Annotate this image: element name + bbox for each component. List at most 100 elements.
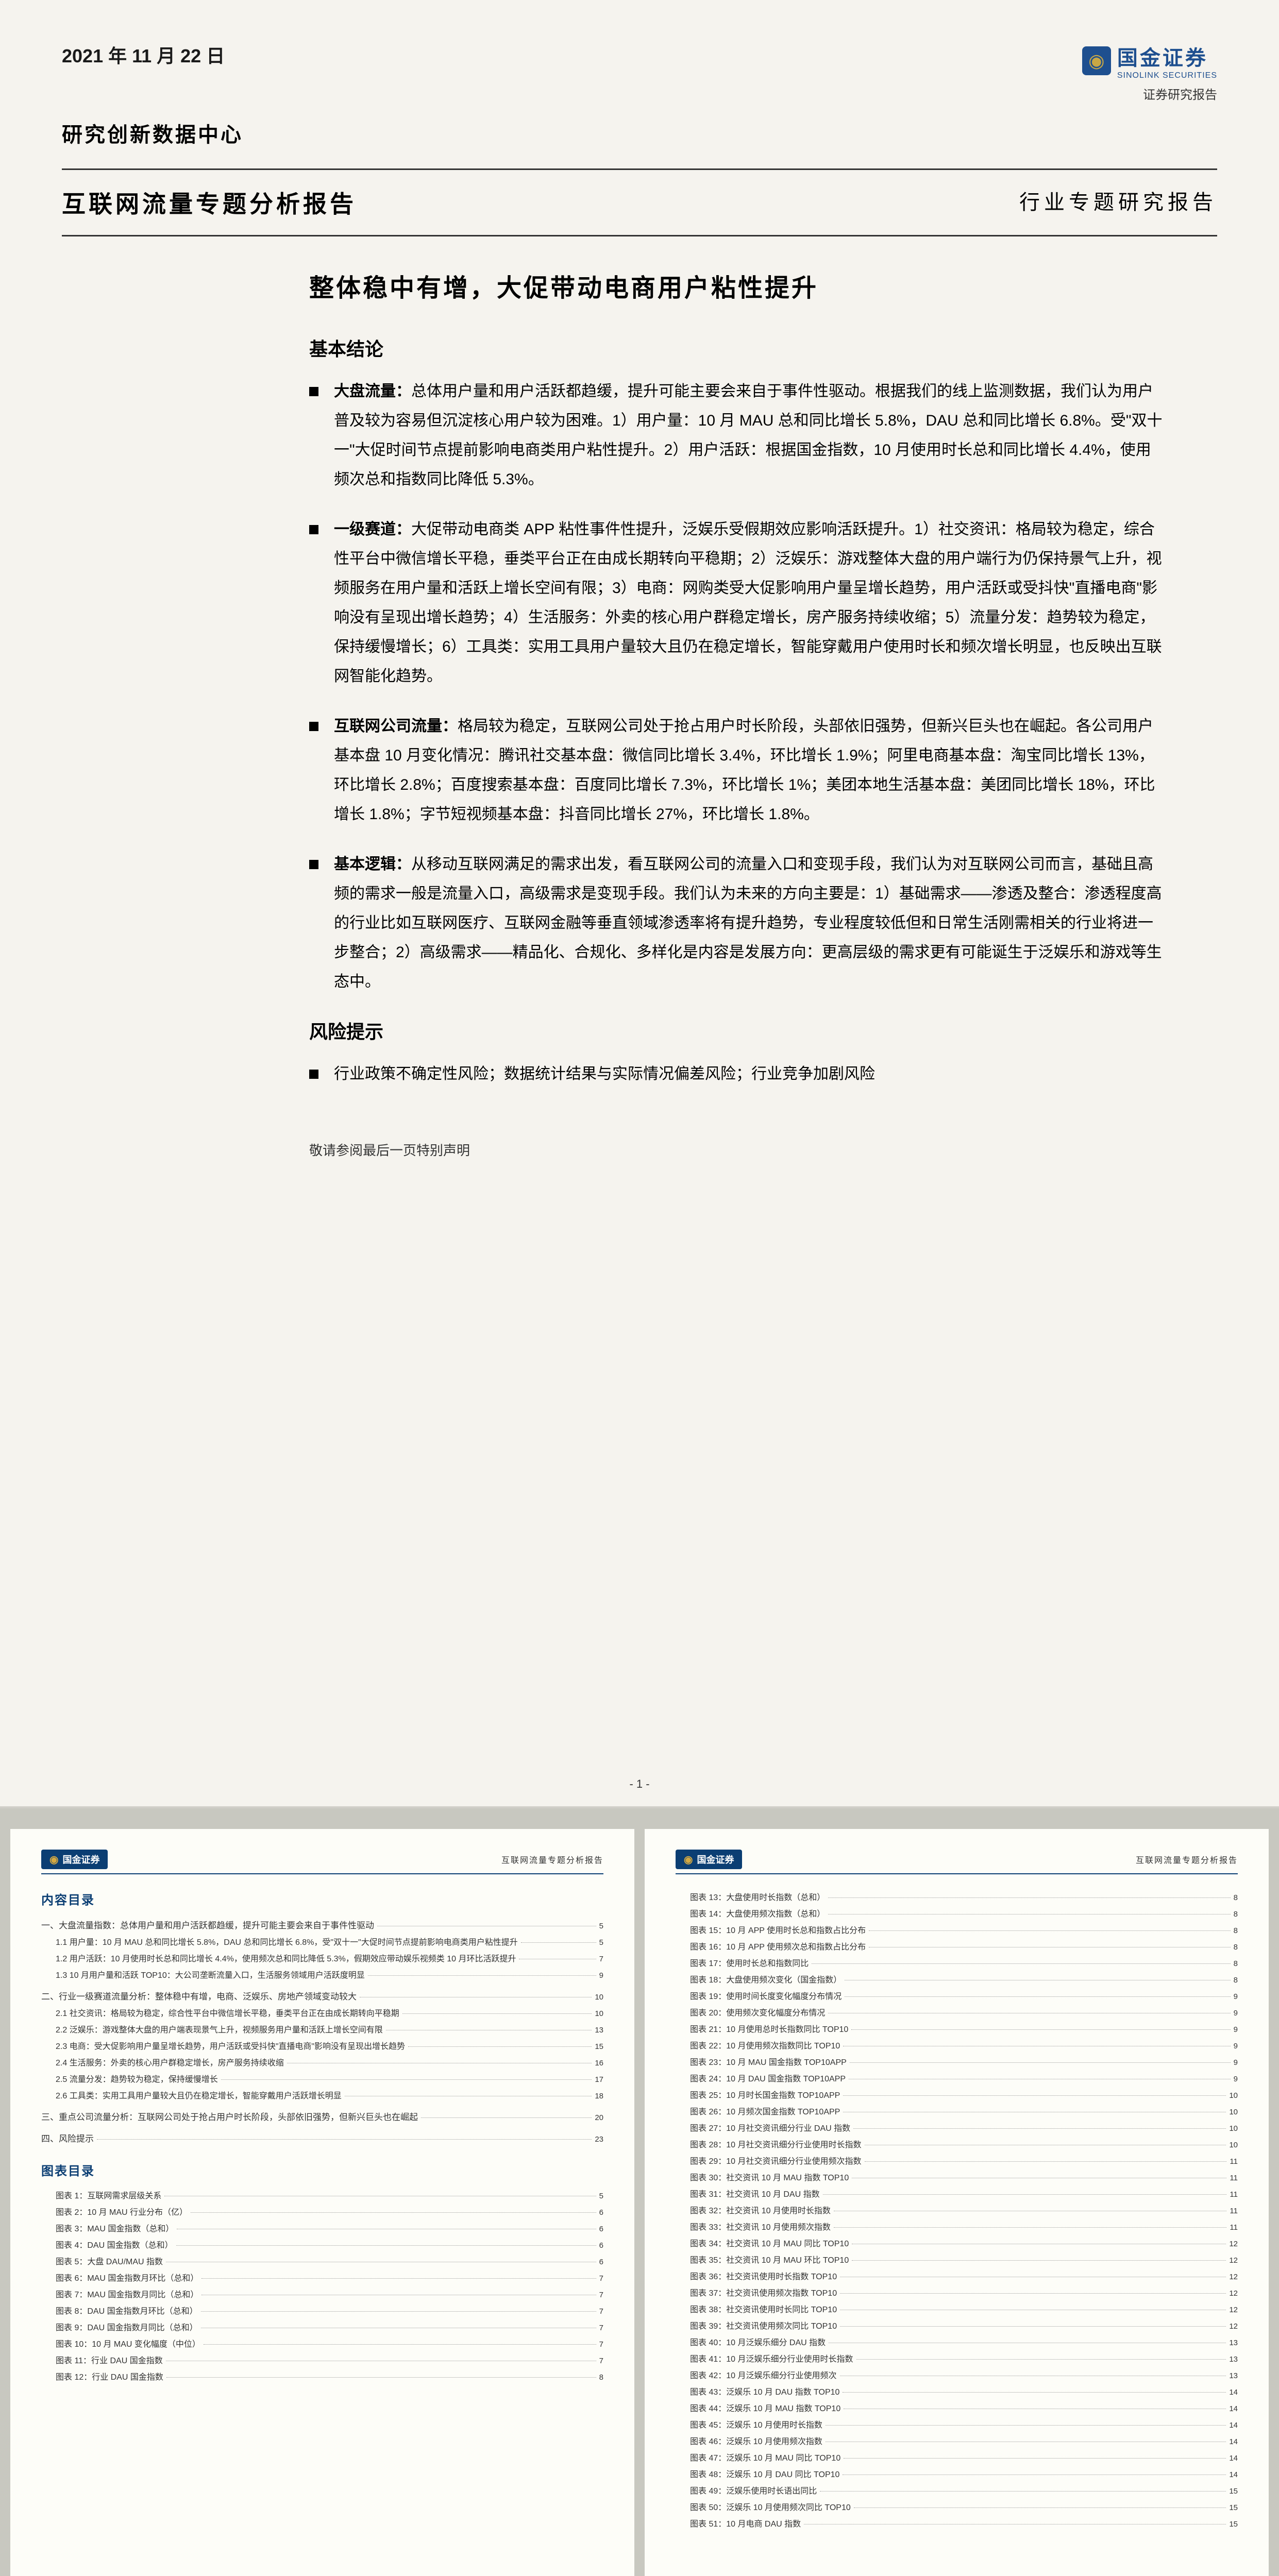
main-content: 整体稳中有增，大促带动电商用户粘性提升 基本结论 大盘流量：总体用户量和用户活跃… (62, 267, 1217, 1159)
fig-text: 图表 7：MAU 国金指数月同比（总和） (56, 2287, 198, 2303)
fig-text: 图表 30：社交资讯 10 月 MAU 指数 TOP10 (690, 2170, 849, 2187)
fig-text: 图表 15：10 月 APP 使用时长总和指数占比分布 (690, 1923, 866, 1939)
fig-text: 图表 13：大盘使用时长指数（总和） (690, 1890, 825, 1906)
bullet-text: 大盘流量：总体用户量和用户活跃都趋缓，提升可能主要会来自于事件性驱动。根据我们的… (334, 377, 1166, 494)
fig-text: 图表 35：社交资讯 10 月 MAU 环比 TOP10 (690, 2252, 849, 2269)
fig-line: 图表 2：10 月 MAU 行业分布（亿）6 (41, 2205, 603, 2221)
fig-line: 图表 42：10 月泛娱乐细分行业使用频次13 (676, 2368, 1238, 2384)
toc-page: 17 (595, 2072, 603, 2088)
fig-page: 11 (1230, 2204, 1238, 2219)
sub-logo: ◉国金证券 (676, 1850, 742, 1869)
fig-text: 图表 18：大盘使用频次变化（国金指数） (690, 1972, 842, 1989)
fig-page: 9 (1234, 2022, 1238, 2038)
fig-text: 图表 17：使用时长总和指数同比 (690, 1956, 809, 1972)
fig-text: 图表 27：10 月社交资讯细分行业 DAU 指数 (690, 2121, 850, 2137)
fig-text: 图表 48：泛娱乐 10 月 DAU 同比 TOP10 (690, 2467, 839, 2483)
toc-text: 三、重点公司流量分析：互联网公司处于抢占用户时长阶段，头部依旧强势，但新兴巨头也… (41, 2109, 418, 2126)
toc-page: 13 (595, 2023, 603, 2038)
fig-line: 图表 21：10 月使用总时长指数同比 TOP10 9 (676, 2022, 1238, 2038)
bullet-item: 大盘流量：总体用户量和用户活跃都趋缓，提升可能主要会来自于事件性驱动。根据我们的… (309, 377, 1166, 494)
fig-page: 12 (1229, 2253, 1238, 2268)
fig-page: 11 (1230, 2154, 1238, 2170)
fig-line: 图表 24：10 月 DAU 国金指数 TOP10APP9 (676, 2071, 1238, 2088)
fig-text: 图表 43：泛娱乐 10 月 DAU 指数 TOP10 (690, 2384, 839, 2401)
fig-text: 图表 23：10 月 MAU 国金指数 TOP10APP (690, 2055, 847, 2071)
fig-page: 12 (1229, 2269, 1238, 2285)
fig-line: 图表 48：泛娱乐 10 月 DAU 同比 TOP1014 (676, 2467, 1238, 2483)
fig-line: 图表 25：10 月时长国金指数 TOP10APP10 (676, 2088, 1238, 2104)
toc-page: 20 (595, 2110, 603, 2126)
bullet-marker-icon (309, 387, 318, 396)
fig-text: 图表 40：10 月泛娱乐细分 DAU 指数 (690, 2335, 826, 2351)
toc-page: 15 (595, 2039, 603, 2055)
fig-line: 图表 33：社交资讯 10 月使用频次指数11 (676, 2219, 1238, 2236)
toc-line: 三、重点公司流量分析：互联网公司处于抢占用户时长阶段，头部依旧强势，但新兴巨头也… (41, 2109, 603, 2126)
logo-icon: ◉ (49, 1853, 58, 1866)
toc-line: 2.1 社交资讯：格局较为稳定，综合性平台中微信增长平稳，垂类平台正在由成长期转… (41, 2006, 603, 2022)
fig-text: 图表 33：社交资讯 10 月使用频次指数 (690, 2219, 831, 2236)
page-1: 2021 年 11 月 22 日 ◉ 国金证券 SINOLINK SECURIT… (0, 0, 1279, 1808)
fig-page: 13 (1229, 2335, 1238, 2351)
bullet-text: 互联网公司流量：格局较为稳定，互联网公司处于抢占用户时长阶段，头部依旧强势，但新… (334, 711, 1166, 829)
fig-line: 图表 10：10 月 MAU 变化幅度（中位）7 (41, 2336, 603, 2353)
fig-line: 图表 16：10 月 APP 使用频次总和指数占比分布8 (676, 1939, 1238, 1956)
fig-line: 图表 51：10 月电商 DAU 指数15 (676, 2516, 1238, 2533)
toc-text: 2.4 生活服务：外卖的核心用户群稳定增长，房产服务持续收缩 (56, 2055, 284, 2072)
fig-page: 14 (1229, 2451, 1238, 2466)
subhead-risk: 风险提示 (309, 1017, 1166, 1044)
toc-page: 5 (599, 1935, 603, 1951)
page-2: ◉国金证券 互联网流量专题分析报告 内容目录 一、大盘流量指数：总体用户量和用户… (10, 1829, 634, 2576)
fig-page: 12 (1229, 2319, 1238, 2334)
fig-page: 7 (599, 2287, 603, 2303)
fig-text: 图表 4：DAU 国金指数（总和） (56, 2238, 173, 2254)
fig-line: 图表 17：使用时长总和指数同比8 (676, 1956, 1238, 1972)
fig-line: 图表 9：DAU 国金指数月同比（总和）7 (41, 2320, 603, 2336)
fig-heading: 图表目录 (41, 2161, 603, 2179)
toc-text: 四、风险提示 (41, 2130, 94, 2148)
toc-text: 2.5 流量分发：趋势较为稳定，保持缓慢增长 (56, 2072, 218, 2088)
fig-text: 图表 21：10 月使用总时长指数同比 TOP10 (690, 2022, 848, 2038)
fig-line: 图表 50：泛娱乐 10 月使用频次同比 TOP1015 (676, 2500, 1238, 2516)
toc-page: 5 (599, 1919, 603, 1934)
fig-page: 12 (1229, 2236, 1238, 2252)
fig-text: 图表 14：大盘使用频次指数（总和） (690, 1906, 825, 1923)
fig-text: 图表 36：社交资讯使用时长指数 TOP10 (690, 2269, 837, 2285)
risk-bullet: 行业政策不确定性风险；数据统计结果与实际情况偏差风险；行业竞争加剧风险 (309, 1059, 1166, 1089)
fig-text: 图表 32：社交资讯 10 月使用时长指数 (690, 2203, 831, 2219)
fig-page: 14 (1229, 2418, 1238, 2433)
fig-text: 图表 47：泛娱乐 10 月 MAU 同比 TOP10 (690, 2450, 840, 2467)
toc-text: 一、大盘流量指数：总体用户量和用户活跃都趋缓，提升可能主要会来自于事件性驱动 (41, 1917, 374, 1935)
fig-line: 图表 35：社交资讯 10 月 MAU 环比 TOP10 12 (676, 2252, 1238, 2269)
toc-text: 二、行业一级赛道流量分析：整体稳中有增，电商、泛娱乐、房地产领域变动较大 (41, 1988, 357, 2006)
fig-page: 14 (1229, 2401, 1238, 2417)
fig-line: 图表 3：MAU 国金指数（总和）6 (41, 2221, 603, 2238)
bullet-text: 基本逻辑：从移动互联网满足的需求出发，看互联网公司的流量入口和变现手段，我们认为… (334, 850, 1166, 996)
fig-page: 9 (1234, 2055, 1238, 2071)
bullet-marker-icon (309, 860, 318, 869)
toc-line: 2.3 电商：受大促影响用户量呈增长趋势，用户活跃或受抖快"直播电商"影响没有呈… (41, 2039, 603, 2055)
toc-text: 2.2 泛娱乐：游戏整体大盘的用户端表现景气上升，视频服务用户量和活跃上增长空间… (56, 2022, 383, 2039)
fig-line: 图表 4：DAU 国金指数（总和）6 (41, 2238, 603, 2254)
fig-page: 6 (599, 2255, 603, 2270)
fig-text: 图表 26：10 月频次国金指数 TOP10APP (690, 2104, 840, 2121)
fig-text: 图表 19：使用时间长度变化幅度分布情况 (690, 1989, 842, 2005)
fig-text: 图表 42：10 月泛娱乐细分行业使用频次 (690, 2368, 837, 2384)
fig-page: 8 (1234, 1907, 1238, 1922)
sub-header-title: 互联网流量专题分析报告 (501, 1853, 603, 1866)
fig-page: 7 (599, 2337, 603, 2352)
fig-text: 图表 46：泛娱乐 10 月使用频次指数 (690, 2434, 822, 2450)
fig-line: 图表 44：泛娱乐 10 月 MAU 指数 TOP1014 (676, 2401, 1238, 2417)
toc-page: 10 (595, 1990, 603, 2005)
fig-line: 图表 40：10 月泛娱乐细分 DAU 指数 13 (676, 2335, 1238, 2351)
fig-text: 图表 37：社交资讯使用频次指数 TOP10 (690, 2285, 837, 2302)
fig-text: 图表 49：泛娱乐使用时长语出同比 (690, 2483, 817, 2500)
bullet-text: 一级赛道：大促带动电商类 APP 粘性事件性提升，泛娱乐受假期效应影响活跃提升。… (334, 515, 1166, 691)
fig-page: 15 (1229, 2484, 1238, 2499)
fig-text: 图表 11：行业 DAU 国金指数 (56, 2353, 163, 2369)
fig-page: 13 (1229, 2352, 1238, 2367)
fig-line: 图表 15：10 月 APP 使用时长总和指数占比分布8 (676, 1923, 1238, 1939)
toc-page: 9 (599, 1968, 603, 1984)
fig-text: 图表 22：10 月使用频次指数同比 TOP10 (690, 2038, 840, 2055)
fig-page: 5 (599, 2189, 603, 2204)
fig-line: 图表 6：MAU 国金指数月环比（总和）7 (41, 2270, 603, 2287)
